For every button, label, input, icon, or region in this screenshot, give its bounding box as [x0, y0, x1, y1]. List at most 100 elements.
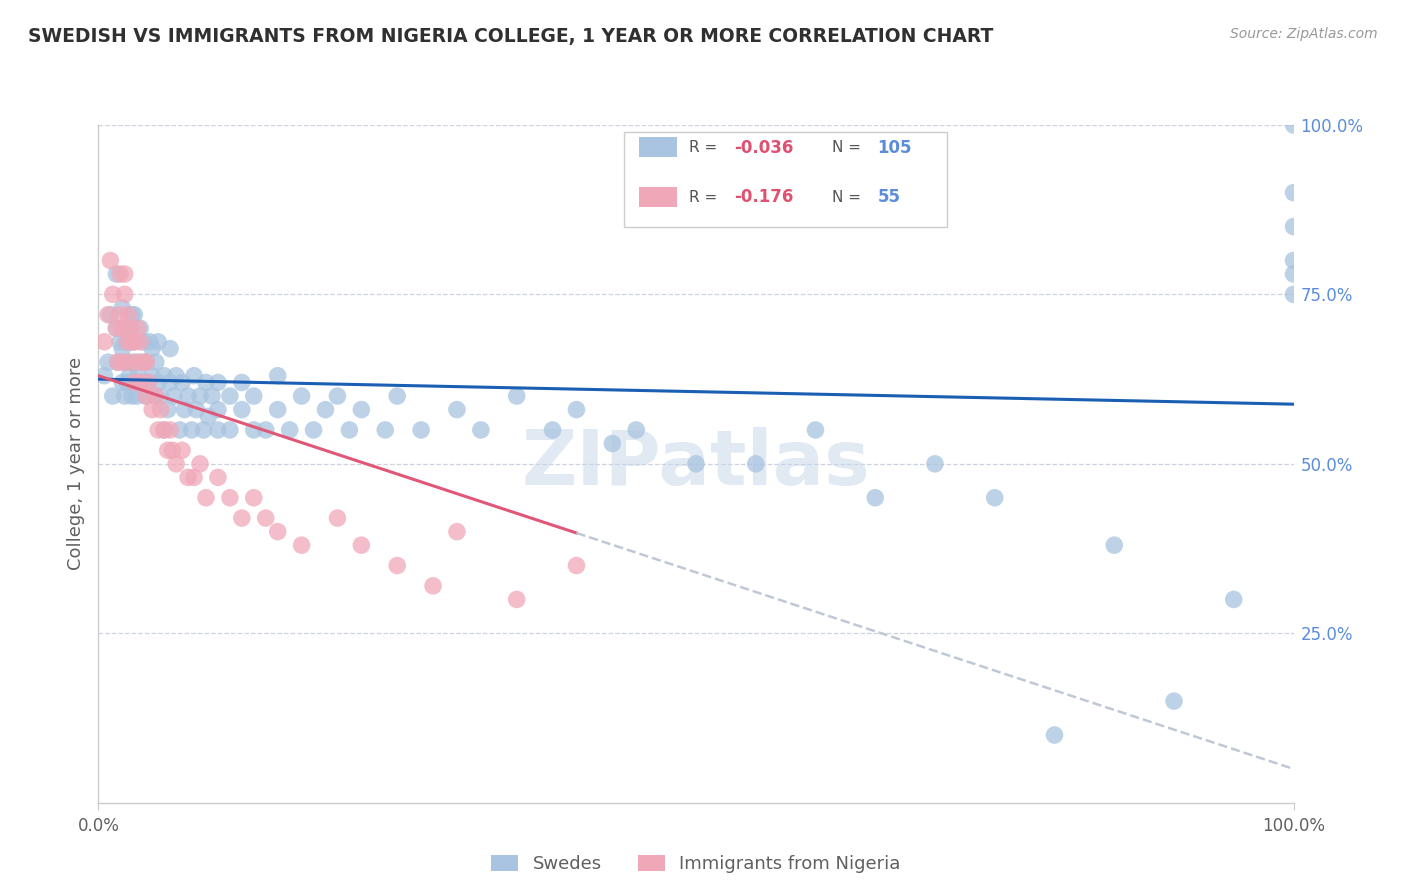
Point: [107, 355, 129, 369]
Point: [1282, 219, 1305, 234]
Point: [125, 355, 148, 369]
Point: [131, 376, 153, 390]
Point: [143, 389, 166, 403]
Point: [111, 342, 134, 356]
Point: [506, 592, 529, 607]
Point: [374, 423, 396, 437]
Point: [101, 389, 124, 403]
Point: [326, 389, 349, 403]
Point: [1282, 118, 1305, 132]
Point: [267, 368, 290, 383]
Point: [149, 389, 172, 403]
Text: R =: R =: [689, 140, 721, 155]
Point: [153, 368, 176, 383]
Point: [1282, 287, 1305, 301]
Point: [163, 389, 186, 403]
Point: [135, 389, 157, 403]
Point: [111, 301, 134, 315]
Point: [117, 355, 139, 369]
Bar: [638, 186, 676, 207]
Point: [108, 267, 131, 281]
Point: [120, 321, 142, 335]
Point: [219, 491, 242, 505]
Point: [124, 376, 146, 390]
Point: [194, 376, 218, 390]
Point: [124, 355, 146, 369]
Text: -0.036: -0.036: [734, 139, 793, 157]
Point: [804, 423, 827, 437]
Point: [141, 402, 163, 417]
Point: [121, 389, 143, 403]
Point: [159, 342, 181, 356]
Point: [243, 423, 266, 437]
Text: 105: 105: [877, 139, 912, 157]
Point: [93, 334, 115, 349]
Point: [111, 355, 134, 369]
Text: -0.176: -0.176: [734, 188, 793, 206]
Point: [148, 423, 170, 437]
Point: [115, 376, 138, 390]
Point: [129, 376, 152, 390]
Point: [1282, 267, 1305, 281]
Point: [135, 355, 157, 369]
Point: [108, 334, 131, 349]
Point: [183, 368, 205, 383]
Point: [207, 423, 229, 437]
Point: [177, 389, 200, 403]
Point: [97, 355, 120, 369]
Point: [243, 389, 266, 403]
Point: [745, 457, 768, 471]
Point: [385, 389, 409, 403]
Point: [117, 308, 139, 322]
Point: [231, 376, 253, 390]
Point: [506, 389, 529, 403]
Point: [194, 491, 218, 505]
Point: [411, 423, 433, 437]
Point: [114, 267, 136, 281]
Point: [197, 409, 219, 424]
Point: [470, 423, 492, 437]
Point: [121, 334, 143, 349]
Point: [1043, 728, 1066, 742]
Point: [1222, 592, 1246, 607]
Point: [124, 334, 146, 349]
Legend: Swedes, Immigrants from Nigeria: Swedes, Immigrants from Nigeria: [482, 846, 910, 882]
Point: [422, 579, 444, 593]
Point: [141, 342, 163, 356]
Point: [315, 402, 337, 417]
Point: [111, 321, 134, 335]
Point: [302, 423, 325, 437]
Point: [124, 334, 146, 349]
Point: [207, 470, 229, 484]
Point: [254, 423, 277, 437]
Point: [243, 491, 266, 505]
Point: [111, 376, 134, 390]
Point: [219, 423, 242, 437]
Point: [135, 389, 157, 403]
Point: [541, 423, 564, 437]
Point: [339, 423, 360, 437]
Point: [127, 321, 149, 335]
Point: [148, 376, 170, 390]
Point: [169, 423, 191, 437]
Text: R =: R =: [689, 190, 721, 205]
Point: [183, 470, 205, 484]
Point: [172, 376, 194, 390]
Bar: [638, 137, 676, 157]
Point: [115, 334, 138, 349]
Point: [159, 376, 181, 390]
Point: [685, 457, 707, 471]
Point: [132, 355, 155, 369]
Point: [254, 511, 277, 525]
Point: [120, 334, 142, 349]
Point: [193, 423, 215, 437]
Point: [159, 423, 181, 437]
Point: [165, 457, 187, 471]
Point: [385, 558, 409, 573]
Text: N =: N =: [832, 140, 866, 155]
Point: [138, 376, 160, 390]
Point: [863, 491, 887, 505]
Point: [291, 538, 314, 552]
Point: [108, 308, 131, 322]
Point: [165, 368, 187, 383]
